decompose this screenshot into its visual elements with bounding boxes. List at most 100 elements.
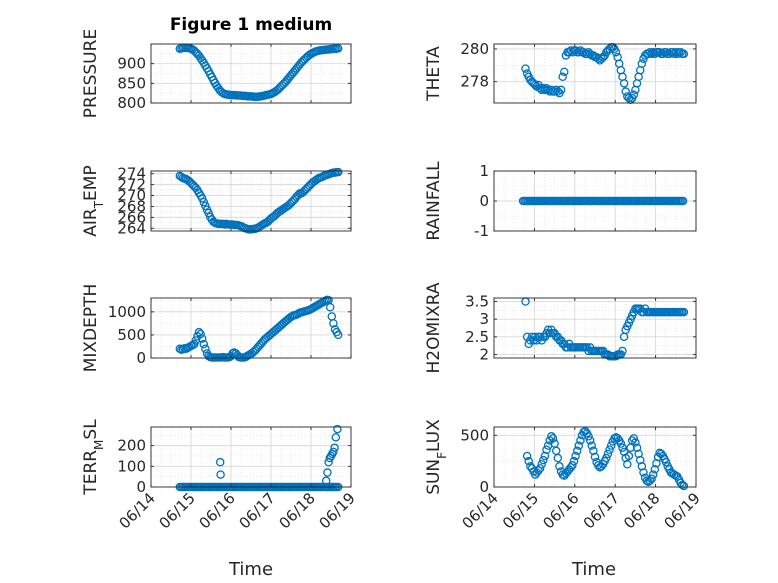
axes-box	[150, 170, 352, 232]
figure-title: Figure 1 medium	[170, 15, 332, 35]
y-tick-label: -1	[474, 222, 489, 240]
series-markers	[175, 295, 343, 362]
data-point	[585, 436, 595, 445]
subplot-sun: 050006/1406/1506/1606/1706/1806/19SUNFLU…	[424, 419, 704, 533]
y-tick-label: 500	[460, 426, 489, 444]
data-point	[537, 459, 546, 469]
data-point	[333, 167, 343, 177]
data-point	[618, 443, 627, 452]
axes-box	[150, 297, 352, 359]
data-point	[521, 64, 530, 73]
data-point	[623, 459, 632, 469]
data-point	[333, 44, 343, 53]
y-tick-label: 200	[117, 437, 146, 455]
data-point	[668, 47, 677, 57]
data-point	[603, 449, 613, 459]
data-point	[679, 49, 689, 59]
data-point	[678, 196, 688, 206]
data-point	[635, 455, 645, 465]
data-point	[616, 439, 626, 448]
series-markers	[175, 43, 343, 101]
x-tick-label: 06/15	[499, 489, 542, 532]
y-tick-label: 1000	[108, 303, 146, 321]
data-point	[679, 307, 689, 317]
series-markers	[521, 297, 689, 361]
data-point	[540, 451, 550, 461]
series-markers	[175, 167, 343, 234]
x-axis-label-right: Time	[571, 559, 616, 580]
y-axis-label: TERRMSL	[81, 419, 106, 496]
y-tick-label: 272	[117, 176, 146, 194]
x-tick-label: 06/15	[156, 489, 199, 532]
y-axis-label: THETA	[424, 46, 444, 102]
data-point	[556, 85, 566, 95]
data-point	[602, 453, 611, 463]
data-point	[645, 47, 655, 57]
data-point	[637, 462, 647, 471]
data-point	[589, 446, 598, 456]
data-point	[634, 449, 643, 459]
data-point	[542, 445, 551, 455]
axes-box	[493, 43, 697, 104]
y-tick-label: 0	[136, 478, 146, 496]
x-tick-label: 06/19	[661, 489, 704, 532]
data-point	[587, 441, 597, 450]
data-point	[535, 464, 545, 473]
y-tick-label: 2.5	[465, 328, 489, 346]
data-point	[201, 344, 210, 354]
y-axis-label: RAINFALL	[424, 161, 444, 241]
data-point	[560, 67, 569, 77]
data-point	[555, 462, 564, 471]
x-tick-label: 06/16	[196, 489, 239, 532]
x-tick-label: 06/16	[539, 489, 582, 532]
y-tick-label: 3	[479, 310, 489, 328]
y-axis-label: AIRTEMP	[81, 165, 106, 236]
y-tick-label: 268	[117, 197, 146, 215]
y-tick-label: 280	[460, 40, 489, 58]
data-point	[624, 451, 634, 461]
data-point	[547, 432, 556, 441]
data-point	[215, 457, 225, 467]
data-point	[650, 465, 660, 474]
data-point	[197, 334, 207, 343]
data-point	[568, 461, 577, 470]
data-point	[330, 443, 339, 452]
data-point	[647, 474, 656, 483]
y-tick-label: 266	[117, 208, 146, 226]
data-point	[574, 441, 584, 450]
data-point	[572, 446, 582, 456]
axes-box	[150, 426, 352, 488]
data-point	[539, 455, 548, 465]
data-point	[201, 201, 210, 211]
data-point	[325, 302, 335, 312]
data-point	[196, 329, 205, 339]
y-axis-label: SUNFLUX	[424, 419, 449, 495]
y-tick-label: 850	[117, 74, 146, 92]
data-point	[571, 451, 580, 461]
x-tick-label: 06/19	[316, 489, 359, 532]
data-point	[611, 47, 621, 57]
data-point	[644, 49, 653, 59]
data-point	[661, 457, 671, 467]
data-point	[522, 451, 532, 461]
data-point	[593, 54, 603, 64]
x-axis-label-left: Time	[228, 559, 273, 580]
subplot-theta: 278 280 THETA	[424, 40, 697, 104]
y-tick-label: 0	[479, 478, 489, 496]
data-point	[610, 434, 619, 443]
data-point	[606, 441, 616, 450]
data-point	[590, 452, 600, 462]
data-point	[199, 197, 209, 207]
data-point	[648, 47, 658, 57]
axes-box	[150, 43, 352, 104]
data-point	[553, 453, 563, 463]
y-tick-label: 900	[117, 55, 146, 73]
data-point	[618, 346, 627, 356]
subplot-h2omixra: 22.533.5 H2OMIXRA	[424, 282, 697, 374]
data-point	[329, 447, 338, 457]
series-markers	[522, 426, 689, 491]
y-axis-label: PRESSURE	[81, 29, 101, 118]
